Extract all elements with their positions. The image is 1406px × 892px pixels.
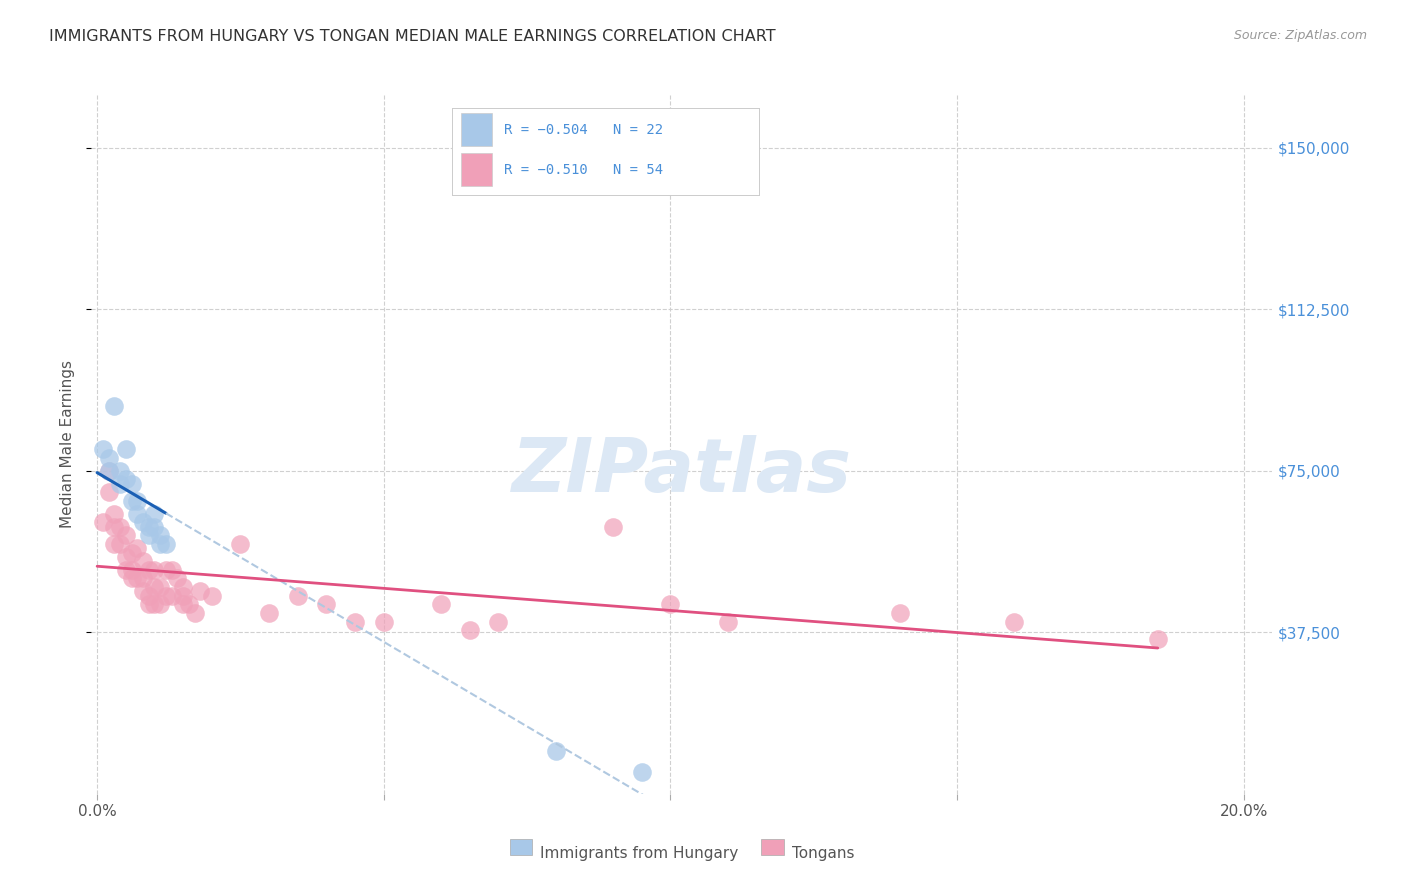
Point bbox=[121, 563, 143, 577]
Point bbox=[229, 537, 252, 551]
Point bbox=[97, 450, 120, 465]
Point bbox=[602, 519, 624, 533]
Text: ZIPatlas: ZIPatlas bbox=[512, 435, 852, 508]
Point bbox=[257, 606, 280, 620]
Point bbox=[108, 519, 131, 533]
Point bbox=[183, 606, 205, 620]
Point bbox=[177, 597, 200, 611]
Point bbox=[132, 516, 155, 530]
Point bbox=[166, 571, 188, 585]
Point bbox=[143, 563, 166, 577]
Point bbox=[373, 615, 395, 629]
Point bbox=[143, 597, 166, 611]
Point bbox=[659, 597, 682, 611]
Point bbox=[889, 606, 911, 620]
Y-axis label: Median Male Earnings: Median Male Earnings bbox=[60, 359, 76, 528]
Point bbox=[160, 563, 183, 577]
Point bbox=[155, 563, 177, 577]
Point bbox=[108, 464, 131, 478]
Point bbox=[143, 519, 166, 533]
Point bbox=[114, 528, 136, 542]
Point bbox=[97, 464, 120, 478]
Point bbox=[127, 507, 149, 521]
Point bbox=[127, 571, 149, 585]
Point bbox=[91, 516, 114, 530]
Point bbox=[91, 442, 114, 457]
Point bbox=[143, 507, 166, 521]
Point bbox=[544, 744, 567, 758]
Point bbox=[121, 476, 143, 491]
Point bbox=[114, 549, 136, 564]
Point bbox=[138, 528, 160, 542]
Point bbox=[108, 537, 131, 551]
Point bbox=[1146, 632, 1168, 646]
Point bbox=[188, 584, 211, 599]
Point bbox=[97, 485, 120, 500]
Point bbox=[114, 563, 136, 577]
Point bbox=[315, 597, 337, 611]
Point bbox=[143, 580, 166, 594]
Point bbox=[103, 399, 125, 413]
Point bbox=[172, 589, 194, 603]
Point bbox=[103, 519, 125, 533]
Point bbox=[430, 597, 453, 611]
Point bbox=[717, 615, 740, 629]
Point bbox=[149, 597, 172, 611]
Point bbox=[132, 584, 155, 599]
Point bbox=[108, 476, 131, 491]
Point bbox=[103, 507, 125, 521]
Point bbox=[114, 472, 136, 486]
Point bbox=[630, 765, 652, 780]
Point bbox=[149, 537, 172, 551]
Point bbox=[138, 589, 160, 603]
Point bbox=[138, 519, 160, 533]
Point bbox=[155, 589, 177, 603]
Point bbox=[121, 494, 143, 508]
Point bbox=[138, 563, 160, 577]
Point bbox=[132, 571, 155, 585]
Point bbox=[155, 537, 177, 551]
Point bbox=[344, 615, 367, 629]
Point bbox=[127, 494, 149, 508]
Point bbox=[172, 580, 194, 594]
Point bbox=[121, 571, 143, 585]
Text: Source: ZipAtlas.com: Source: ZipAtlas.com bbox=[1233, 29, 1367, 42]
Point bbox=[1004, 615, 1026, 629]
Point bbox=[149, 580, 172, 594]
Point bbox=[458, 623, 481, 637]
Point bbox=[488, 615, 510, 629]
Point bbox=[160, 589, 183, 603]
Point bbox=[138, 597, 160, 611]
Point bbox=[172, 597, 194, 611]
Point bbox=[103, 537, 125, 551]
Point bbox=[121, 545, 143, 559]
Point bbox=[149, 528, 172, 542]
Point bbox=[287, 589, 309, 603]
Point bbox=[127, 541, 149, 556]
Point bbox=[201, 589, 224, 603]
Text: IMMIGRANTS FROM HUNGARY VS TONGAN MEDIAN MALE EARNINGS CORRELATION CHART: IMMIGRANTS FROM HUNGARY VS TONGAN MEDIAN… bbox=[49, 29, 776, 44]
Point bbox=[132, 554, 155, 568]
Point bbox=[97, 464, 120, 478]
Legend: Immigrants from Hungary, Tongans: Immigrants from Hungary, Tongans bbox=[503, 838, 860, 867]
Point bbox=[114, 442, 136, 457]
